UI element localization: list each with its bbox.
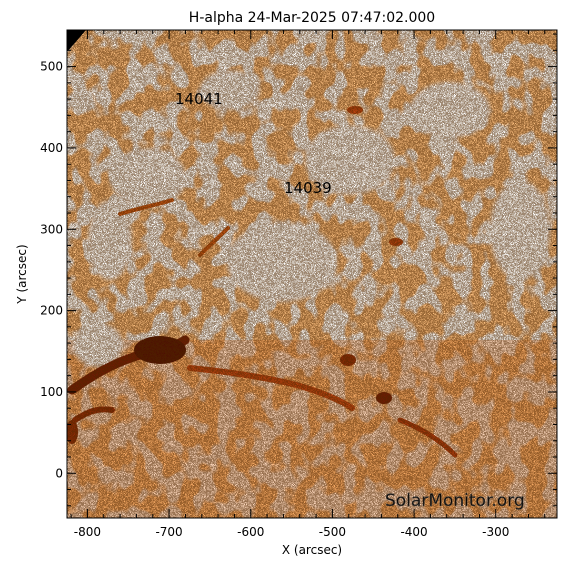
x-tick-label: -500 <box>319 525 346 539</box>
x-axis-label: X (arcsec) <box>282 543 342 557</box>
y-tick-label: 0 <box>55 466 63 480</box>
y-tick-label: 300 <box>40 222 63 236</box>
noise-speckle <box>67 30 557 518</box>
solar-image <box>67 30 557 518</box>
region-label-14039: 14039 <box>284 179 332 197</box>
y-axis-label: Y (arcsec) <box>15 244 29 304</box>
solarmonitor-watermark: SolarMonitor.org <box>385 491 525 511</box>
image-corner-mask <box>67 30 86 52</box>
y-tick-label: 400 <box>40 141 63 155</box>
x-tick-label: -300 <box>482 525 509 539</box>
axis-ticks <box>67 30 557 518</box>
x-tick-label: -800 <box>74 525 101 539</box>
x-tick-label: -600 <box>237 525 264 539</box>
image-title: H-alpha 24-Mar-2025 07:47:02.000 <box>189 10 435 26</box>
y-tick-label: 200 <box>40 304 63 318</box>
x-tick-label: -700 <box>155 525 182 539</box>
plot-frame <box>66 29 558 519</box>
axis-tick-labels: -800 -700 -600 -500 -400 -300 0 100 200 300 400 500 <box>40 60 509 539</box>
x-tick-label: -400 <box>400 525 427 539</box>
y-tick-label: 100 <box>40 385 63 399</box>
y-tick-label: 500 <box>40 60 63 74</box>
region-label-14041: 14041 <box>175 90 223 108</box>
